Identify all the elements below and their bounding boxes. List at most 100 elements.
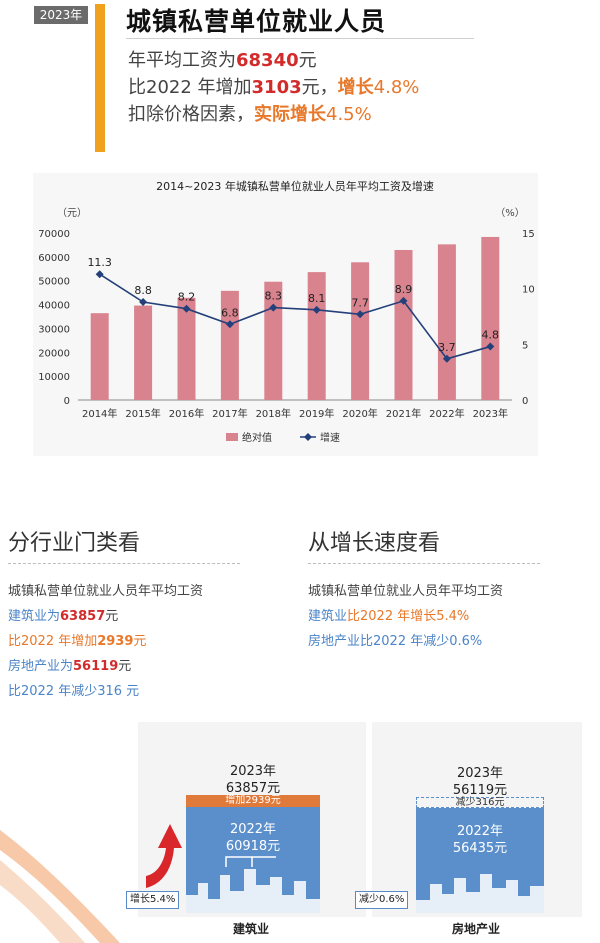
bar-2018年	[264, 281, 283, 400]
re-decrease-badge: 减少0.6%	[355, 891, 409, 909]
growth-point	[356, 310, 365, 319]
growth-data-label: 8.3	[265, 290, 283, 303]
bar-2017年	[220, 290, 239, 400]
growth-data-label: 8.2	[178, 291, 196, 304]
growth-point	[312, 305, 321, 314]
y-left-tick: 0	[64, 396, 70, 407]
stat-line-3: 扣除价格因素，实际增长4.5%	[128, 100, 372, 126]
x-tick-label: 2016年	[169, 407, 204, 420]
divider-industry	[8, 563, 240, 564]
y-right-tick: 5	[522, 340, 528, 351]
growth-data-label: 4.8	[482, 329, 500, 342]
red-arrow-icon	[146, 824, 182, 888]
industry-label: 建筑业为	[8, 609, 61, 624]
y-right-unit: （%）	[495, 207, 525, 219]
re-amount: 56119元	[452, 783, 508, 798]
x-tick-label: 2021年	[386, 407, 421, 420]
growth-line	[99, 273, 491, 360]
stat-label: 比2022 年增加	[128, 77, 252, 98]
decorative-swoosh	[0, 830, 120, 943]
growth-data-label: 8.8	[134, 284, 152, 297]
x-tick-label: 2014年	[82, 407, 117, 420]
y-left-tick: 30000	[38, 324, 70, 335]
page-title: 城镇私营单位就业人员	[126, 7, 387, 36]
con-year: 2023年	[229, 764, 277, 779]
y-right-tick: 15	[522, 229, 535, 240]
stat-growth-label: 增长	[337, 77, 374, 98]
bar-2023年	[481, 236, 500, 400]
x-tick-label: 2019年	[299, 407, 334, 420]
bar-2015年	[134, 305, 153, 400]
growth-point	[225, 320, 234, 329]
industry-line-3: 比2022 年增加2939元	[8, 630, 146, 649]
industry-unit: 元	[105, 609, 119, 624]
industry-unit: 元	[118, 659, 132, 674]
stat-wage-value: 68340	[236, 50, 299, 71]
growth-value: 比2022 年增长5.4%	[347, 609, 470, 624]
stat-real-growth-value: 4.5%	[326, 104, 372, 125]
skyline-real-estate	[416, 874, 544, 913]
con-base-year: 2022年	[229, 822, 277, 837]
re-caption: 房地产业	[452, 922, 501, 936]
legend-label-bars: 绝对值	[242, 431, 272, 444]
y-right-tick: 10	[522, 285, 535, 296]
growth-point	[95, 270, 104, 279]
section-heading-growth: 从增长速度看	[308, 531, 441, 556]
y-right-tick: 0	[522, 396, 528, 407]
stat-real-growth-label: 实际增长	[254, 104, 326, 125]
section-heading-industry: 分行业门类看	[8, 531, 141, 556]
legend-marker-growth	[304, 433, 312, 441]
y-left-tick: 20000	[38, 348, 70, 359]
chart-title: 2014~2023 年城镇私营单位就业人员年平均工资及增速	[156, 179, 434, 193]
industry-line-2: 建筑业为63857元	[8, 605, 118, 624]
growth-line-3: 房地产业比2022 年减少0.6%	[308, 630, 482, 649]
industry-label: 比2022 年增加	[8, 634, 98, 649]
y-left-unit: （元）	[57, 207, 87, 219]
stat-unit: 元，	[301, 77, 338, 98]
growth-point	[442, 354, 451, 363]
con-diff: 增加2939元	[225, 795, 281, 806]
y-left-tick: 70000	[38, 229, 70, 240]
year-badge: 2023年	[34, 6, 88, 24]
y-left-tick: 10000	[38, 372, 70, 383]
x-tick-label: 2018年	[256, 407, 291, 420]
y-left-tick: 50000	[38, 277, 70, 288]
stat-unit: 元	[298, 50, 317, 71]
x-tick-label: 2020年	[342, 407, 377, 420]
growth-line-1: 城镇私营单位就业人员年平均工资	[308, 584, 504, 599]
stat-growth-value: 4.8%	[373, 77, 420, 98]
x-tick-label: 2023年	[473, 407, 508, 420]
legend-swatch-bars	[226, 433, 238, 441]
bar-2021年	[394, 249, 413, 400]
growth-data-label: 6.8	[221, 306, 239, 319]
x-tick-label: 2015年	[125, 407, 160, 420]
industry-value: 56119	[73, 659, 119, 674]
con-growth-badge: 增长5.4%	[126, 891, 180, 909]
growth-value: 比2022 年减少0.6%	[360, 634, 483, 649]
y-left-tick: 60000	[38, 253, 70, 264]
industry-line-4: 房地产业为56119元	[8, 655, 131, 674]
re-base-amount: 56435元	[452, 841, 508, 856]
re-year: 2023年	[456, 766, 504, 781]
skyline-construction	[186, 856, 320, 913]
re-diff: 减少316元	[455, 797, 505, 808]
con-caption: 建筑业	[233, 922, 270, 936]
industry-label: 房地产业为	[8, 659, 74, 674]
con-base-amount: 60918元	[225, 839, 281, 854]
growth-point	[269, 303, 278, 312]
wage-chart: 2014~2023 年城镇私营单位就业人员年平均工资及增速 （元） （%） 20…	[38, 179, 535, 444]
growth-data-label: 7.7	[351, 296, 369, 309]
bar-2022年	[437, 244, 456, 400]
industry-line-5: 比2022 年减少316 元	[8, 684, 140, 699]
industry-value: 2939	[97, 634, 134, 649]
bar-2014年	[90, 313, 109, 400]
stat-increase-value: 3103	[251, 77, 302, 98]
bar-2019年	[307, 272, 326, 400]
growth-point	[399, 296, 408, 305]
con-amount: 63857元	[225, 781, 281, 796]
stat-label: 扣除价格因素，	[128, 104, 254, 125]
y-left-tick: 40000	[38, 301, 70, 312]
title-divider	[126, 38, 474, 39]
growth-label: 房地产业	[308, 634, 361, 649]
growth-point	[486, 342, 495, 351]
